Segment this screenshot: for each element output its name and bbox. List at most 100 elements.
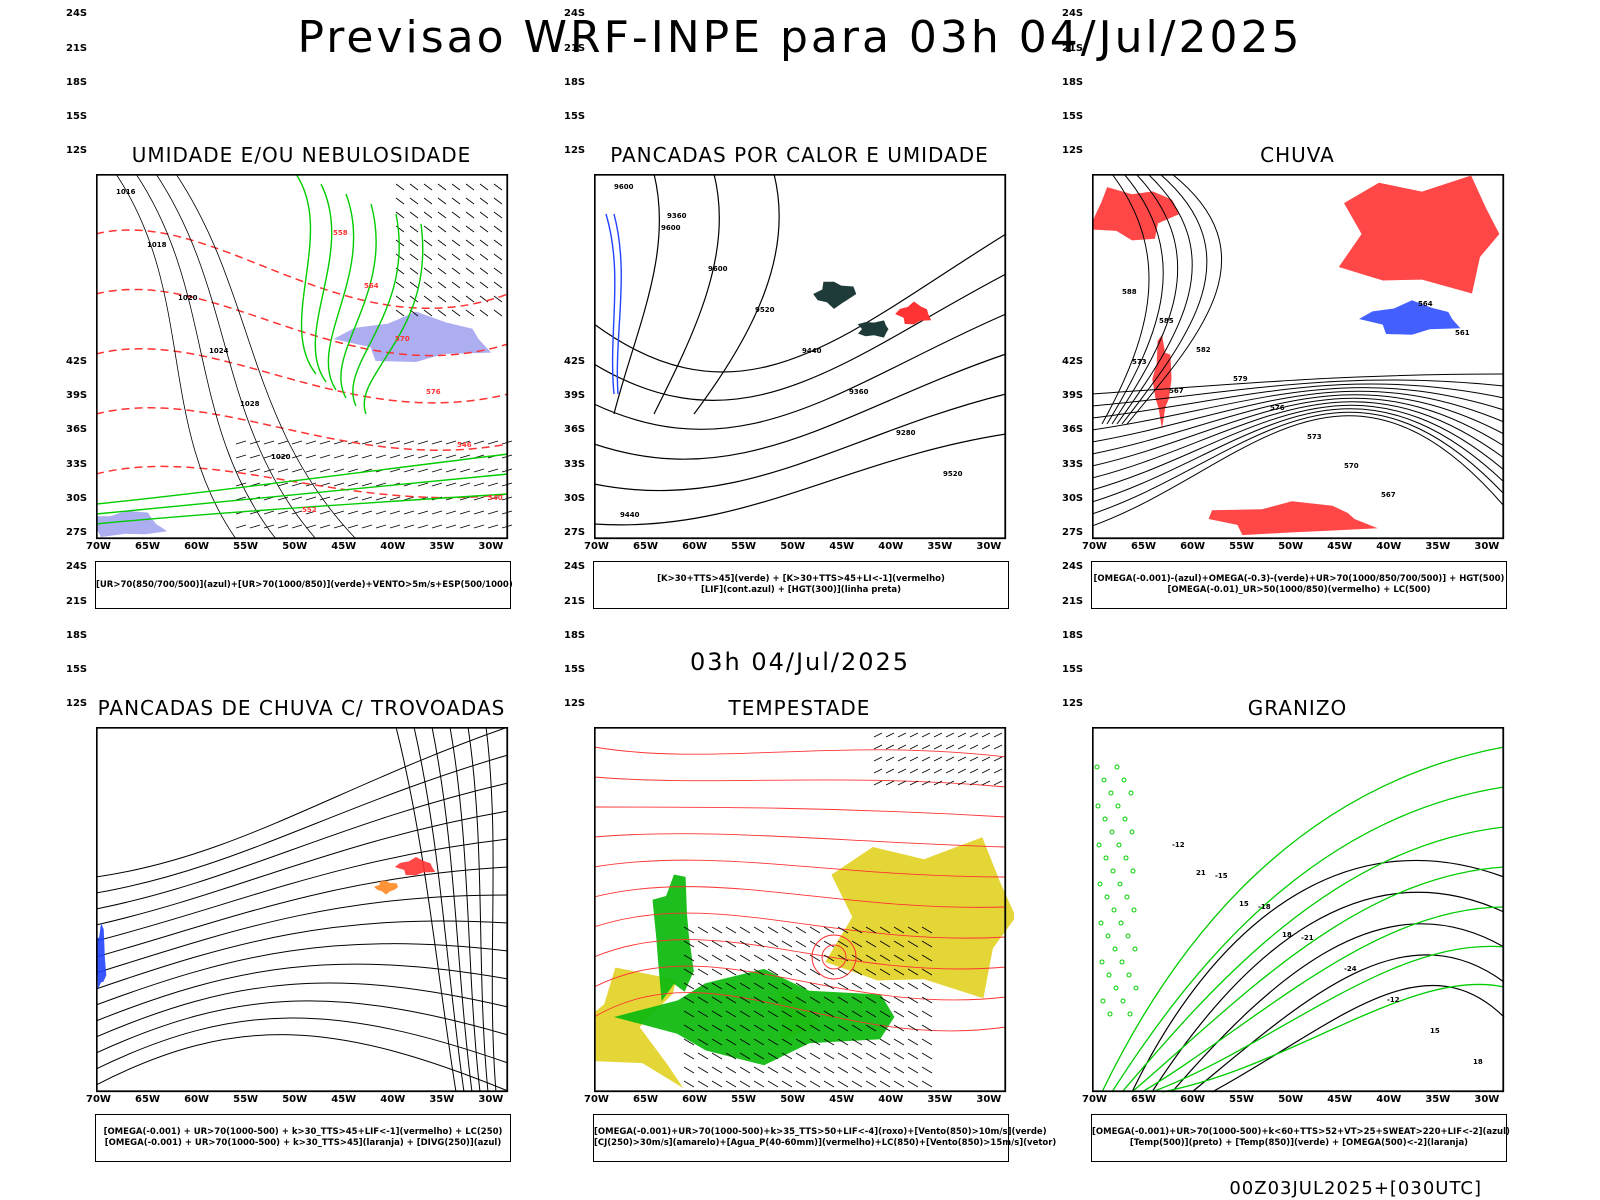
wind-vector (389, 510, 401, 515)
wind-vector (767, 1038, 779, 1046)
contour-label: 1020 (271, 453, 291, 461)
wind-vector (479, 253, 489, 261)
contour-label: 9600 (708, 265, 728, 273)
wind-vector (781, 1052, 793, 1060)
wind-vector (739, 1080, 751, 1088)
streamline (96, 1017, 509, 1070)
lat-tick-label: 39S (1062, 390, 1084, 402)
wind-vector (873, 768, 883, 774)
lon-tick-label: 60W (1180, 541, 1206, 552)
hgt300-contour (613, 174, 661, 415)
wind-vector (907, 968, 919, 976)
lon-tick-label: 50W (780, 1094, 806, 1105)
wind-vector (907, 940, 919, 948)
wind-vector (879, 940, 891, 948)
wind-vector (319, 454, 331, 459)
wind-vector (305, 510, 317, 515)
wind-vector (879, 982, 891, 990)
lon-tick-label: 30W (976, 1094, 1002, 1105)
wind-vector (711, 1010, 723, 1018)
wind-vector (739, 1010, 751, 1018)
wind-vector (945, 780, 955, 786)
wind-vector (865, 1024, 877, 1032)
temp850-speckle (1110, 868, 1116, 874)
map-frame (96, 727, 509, 1093)
wind-vector (893, 1024, 905, 1032)
lon-tick-label: 70W (86, 541, 111, 552)
wind-vector (921, 1052, 933, 1060)
lat-tick-label: 15S (1062, 110, 1084, 122)
wind-vector (683, 954, 695, 962)
lat-tick-label: 39S (66, 390, 88, 402)
wind-vector (479, 225, 489, 233)
wind-vector (459, 496, 471, 501)
lat-tick-label: 36S (66, 424, 88, 436)
wind-vector (437, 197, 447, 205)
panel-title: UMIDADE E/OU NEBULOSIDADE (131, 143, 472, 167)
contour-label: -21 (1301, 934, 1314, 942)
lat-tick-label: 30S (66, 492, 88, 504)
wind-vector (423, 211, 433, 219)
wind-vector (465, 267, 475, 275)
wind-vector (473, 510, 485, 515)
legend-box: [UR>70(850/700/500)](azul)+[UR>70(1000/8… (95, 561, 513, 609)
wind-vector (683, 940, 695, 948)
wind-vector (851, 996, 863, 1004)
wind-vector (479, 267, 489, 275)
streamline (1092, 397, 1505, 467)
wind-vector (753, 1052, 765, 1060)
contour-label: 564 (364, 282, 379, 290)
wind-vector (921, 926, 933, 934)
panel-title: CHUVA (1260, 143, 1335, 167)
wind-vector (451, 225, 461, 233)
wind-vector (907, 996, 919, 1004)
wind-vector (907, 926, 919, 934)
wind-vector (893, 926, 905, 934)
temp850-speckle (1122, 816, 1128, 822)
li-cell (895, 301, 932, 325)
wind-vector (409, 197, 419, 205)
wind-vector (795, 982, 807, 990)
wind-vector (879, 968, 891, 976)
wind-vector (347, 454, 359, 459)
wind-vector (767, 954, 779, 962)
wind-vector (921, 768, 931, 774)
lon-tick-label: 65W (633, 541, 658, 552)
lat-tick-label: 21S (564, 595, 586, 607)
lat-tick-label: 24S (66, 8, 88, 20)
temp850-speckle (1128, 790, 1134, 796)
wind-vector (347, 468, 359, 473)
streamline (96, 727, 509, 878)
wind-vector (851, 982, 863, 990)
wind-vector (725, 982, 737, 990)
wind-vector (409, 267, 419, 275)
temp850-speckle (1121, 777, 1127, 783)
wind-vector (479, 211, 489, 219)
wind-vector (235, 454, 247, 459)
wind-vector (423, 225, 433, 233)
wind-vector (291, 496, 303, 501)
wind-vector (403, 510, 415, 515)
wind-vector (451, 183, 461, 191)
wind-vector (851, 1024, 863, 1032)
legend-line: [OMEGA(-0.001)-(azul)+OMEGA(-0.3)-(verde… (1093, 574, 1505, 584)
wind-vector (437, 211, 447, 219)
wind-vector (879, 1038, 891, 1046)
wind-vector (795, 1024, 807, 1032)
wind-vector (897, 768, 907, 774)
temp850-speckle (1115, 803, 1121, 809)
streamline (431, 727, 473, 1093)
temp850-speckle (1104, 894, 1110, 900)
run-label: 00Z03JUL2025+[030UTC] (1229, 1178, 1482, 1199)
contour-label: 582 (1196, 346, 1211, 354)
wind-vector (837, 1024, 849, 1032)
hgt300-contour (594, 233, 1007, 373)
wind-vector (235, 440, 247, 445)
lat-tick-label: 12S (1062, 145, 1084, 157)
wind-vector (445, 440, 457, 445)
humidity-contour (314, 183, 333, 383)
wind-vector (893, 1080, 905, 1088)
map-plot: 588 585 582 579 576 573 570 567 564 561 573 567 12S 1… (1062, 8, 1512, 552)
wind-vector (445, 510, 457, 515)
lat-tick-label: 42S (66, 356, 88, 367)
